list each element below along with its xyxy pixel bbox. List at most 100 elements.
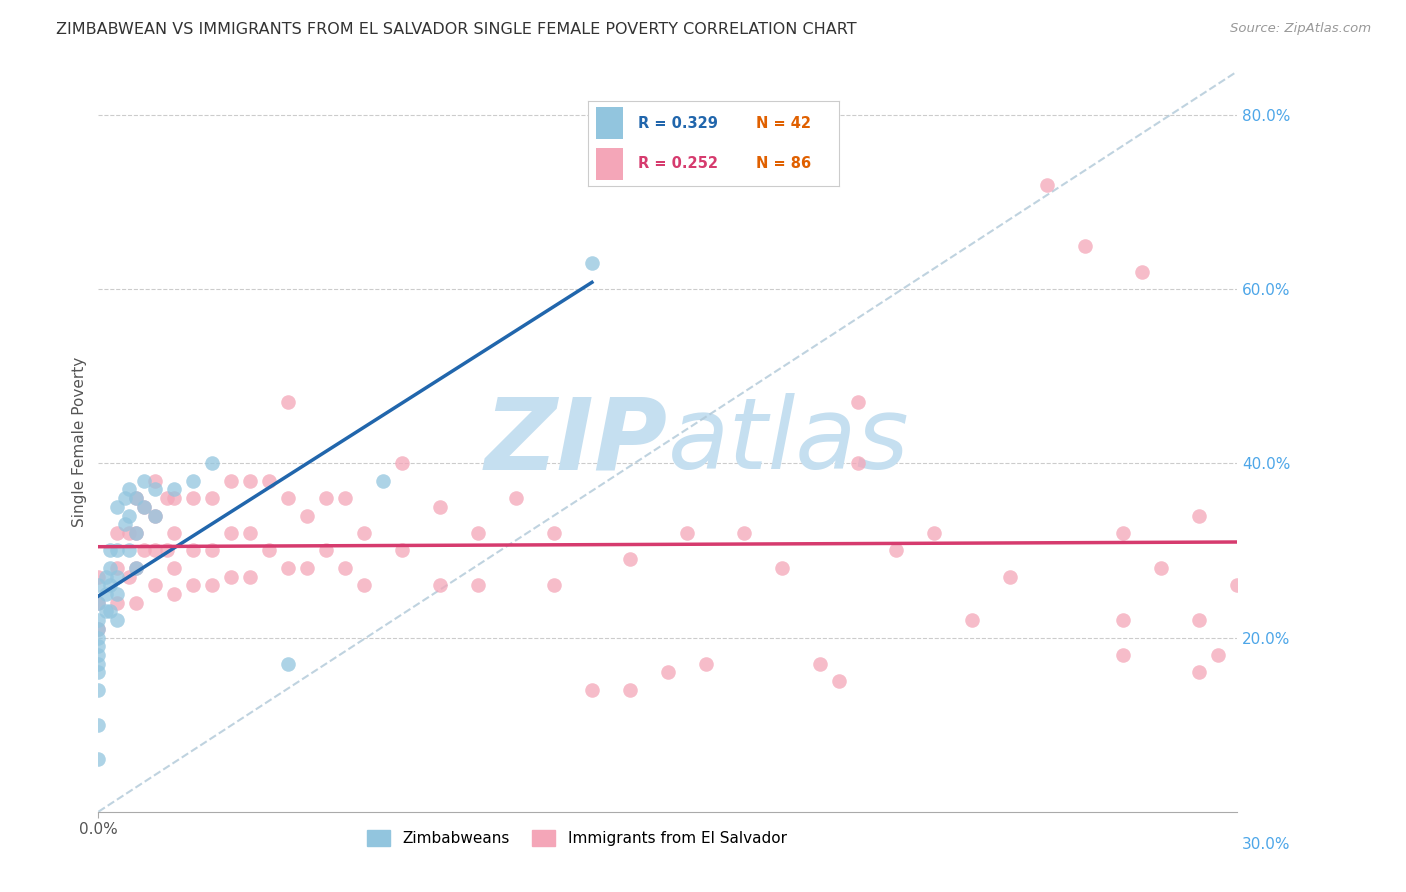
- Point: [277, 657, 299, 671]
- Point: [221, 526, 243, 541]
- Point: [118, 543, 141, 558]
- Point: [391, 543, 413, 558]
- Point: [107, 526, 129, 541]
- Point: [156, 543, 179, 558]
- Point: [695, 657, 717, 671]
- Point: [1188, 508, 1211, 523]
- Point: [543, 526, 565, 541]
- Text: ZIMBABWEAN VS IMMIGRANTS FROM EL SALVADOR SINGLE FEMALE POVERTY CORRELATION CHAR: ZIMBABWEAN VS IMMIGRANTS FROM EL SALVADO…: [56, 22, 856, 37]
- Point: [277, 561, 299, 575]
- Point: [259, 543, 281, 558]
- Point: [183, 474, 205, 488]
- Point: [315, 491, 337, 505]
- Point: [543, 578, 565, 592]
- Point: [239, 569, 262, 583]
- Point: [239, 526, 262, 541]
- Point: [125, 561, 148, 575]
- Point: [87, 578, 110, 592]
- Text: 30.0%: 30.0%: [1241, 837, 1289, 852]
- Point: [163, 526, 186, 541]
- Point: [118, 508, 141, 523]
- Point: [1226, 578, 1249, 592]
- Point: [107, 543, 129, 558]
- Point: [770, 561, 793, 575]
- Point: [221, 569, 243, 583]
- Point: [145, 474, 167, 488]
- Point: [1112, 648, 1135, 662]
- Point: [581, 682, 603, 697]
- Point: [353, 578, 375, 592]
- Point: [87, 639, 110, 653]
- Point: [1074, 238, 1097, 252]
- Point: [884, 543, 907, 558]
- Point: [353, 526, 375, 541]
- Point: [183, 543, 205, 558]
- Point: [201, 543, 224, 558]
- Point: [1112, 613, 1135, 627]
- Point: [107, 587, 129, 601]
- Point: [107, 613, 129, 627]
- Point: [201, 578, 224, 592]
- Point: [87, 622, 110, 636]
- Point: [846, 395, 869, 409]
- Point: [505, 491, 527, 505]
- Point: [125, 491, 148, 505]
- Point: [94, 569, 117, 583]
- Point: [107, 596, 129, 610]
- Point: [1188, 613, 1211, 627]
- Point: [87, 665, 110, 680]
- Point: [221, 474, 243, 488]
- Point: [335, 491, 357, 505]
- Point: [132, 500, 155, 514]
- Point: [828, 674, 851, 689]
- Point: [87, 569, 110, 583]
- Point: [1036, 178, 1059, 192]
- Point: [107, 561, 129, 575]
- Point: [183, 491, 205, 505]
- Point: [156, 491, 179, 505]
- Point: [297, 508, 319, 523]
- Point: [1208, 648, 1230, 662]
- Point: [619, 552, 641, 566]
- Point: [277, 395, 299, 409]
- Point: [581, 256, 603, 270]
- Point: [125, 596, 148, 610]
- Point: [391, 456, 413, 470]
- Point: [145, 508, 167, 523]
- Point: [259, 474, 281, 488]
- Point: [145, 483, 167, 497]
- Point: [163, 483, 186, 497]
- Point: [118, 526, 141, 541]
- Point: [145, 508, 167, 523]
- Point: [114, 517, 136, 532]
- Point: [808, 657, 831, 671]
- Point: [125, 561, 148, 575]
- Point: [98, 561, 121, 575]
- Point: [676, 526, 699, 541]
- Point: [118, 569, 141, 583]
- Point: [125, 526, 148, 541]
- Point: [132, 474, 155, 488]
- Text: Source: ZipAtlas.com: Source: ZipAtlas.com: [1230, 22, 1371, 36]
- Point: [94, 604, 117, 618]
- Text: atlas: atlas: [668, 393, 910, 490]
- Text: ZIP: ZIP: [485, 393, 668, 490]
- Point: [87, 596, 110, 610]
- Point: [201, 491, 224, 505]
- Point: [998, 569, 1021, 583]
- Point: [125, 526, 148, 541]
- Point: [733, 526, 755, 541]
- Point: [297, 561, 319, 575]
- Point: [1112, 526, 1135, 541]
- Point: [429, 578, 451, 592]
- Point: [87, 622, 110, 636]
- Point: [94, 587, 117, 601]
- Point: [1132, 265, 1154, 279]
- Point: [114, 491, 136, 505]
- Point: [87, 657, 110, 671]
- Point: [335, 561, 357, 575]
- Point: [163, 587, 186, 601]
- Point: [183, 578, 205, 592]
- Point: [87, 648, 110, 662]
- Point: [118, 483, 141, 497]
